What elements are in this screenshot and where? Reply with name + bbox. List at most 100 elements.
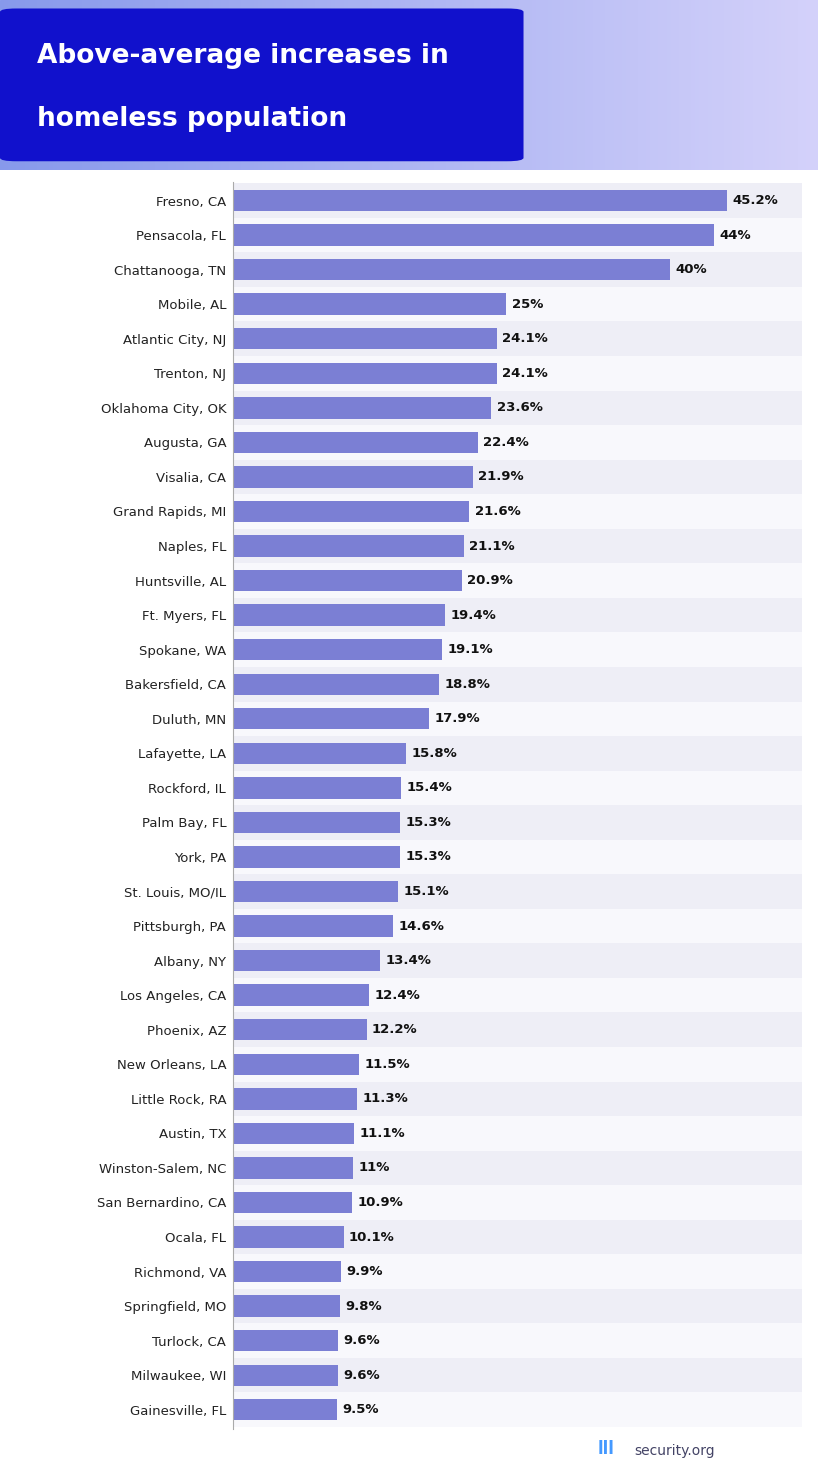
Bar: [225, 0, 229, 170]
Bar: [564, 0, 569, 170]
Bar: [20, 0, 25, 170]
Bar: [785, 0, 789, 170]
Bar: [552, 0, 556, 170]
Bar: [499, 0, 503, 170]
Bar: [98, 0, 102, 170]
Text: 24.1%: 24.1%: [502, 368, 548, 379]
Text: 9.8%: 9.8%: [346, 1300, 382, 1312]
Bar: [732, 0, 736, 170]
Bar: [515, 0, 519, 170]
Bar: [712, 0, 716, 170]
Bar: [254, 0, 258, 170]
Bar: [106, 0, 110, 170]
Text: security.org: security.org: [634, 1445, 715, 1458]
Bar: [589, 0, 593, 170]
Bar: [233, 951, 380, 971]
Bar: [233, 431, 478, 453]
Text: 9.6%: 9.6%: [344, 1368, 380, 1382]
Bar: [233, 564, 802, 598]
Bar: [233, 1082, 802, 1116]
Bar: [233, 1330, 338, 1352]
Bar: [380, 0, 384, 170]
Bar: [397, 0, 401, 170]
Bar: [233, 1116, 802, 1151]
Bar: [233, 397, 491, 419]
Bar: [155, 0, 160, 170]
Bar: [667, 0, 671, 170]
Bar: [638, 0, 642, 170]
Bar: [266, 0, 270, 170]
Bar: [384, 0, 389, 170]
Bar: [491, 0, 495, 170]
Bar: [294, 0, 299, 170]
Bar: [421, 0, 425, 170]
Bar: [139, 0, 143, 170]
Bar: [663, 0, 667, 170]
Text: 9.6%: 9.6%: [344, 1334, 380, 1348]
Bar: [642, 0, 646, 170]
Bar: [192, 0, 196, 170]
Bar: [798, 0, 802, 170]
Bar: [233, 0, 237, 170]
Bar: [233, 1054, 359, 1075]
Text: 9.9%: 9.9%: [347, 1265, 384, 1278]
Bar: [524, 0, 528, 170]
Bar: [233, 909, 802, 943]
Bar: [233, 1088, 357, 1110]
Bar: [577, 0, 581, 170]
Text: 10.1%: 10.1%: [349, 1231, 395, 1243]
Bar: [466, 0, 470, 170]
Text: 15.4%: 15.4%: [407, 781, 452, 794]
Bar: [164, 0, 168, 170]
Bar: [806, 0, 810, 170]
Bar: [605, 0, 609, 170]
Bar: [233, 258, 671, 280]
Bar: [233, 778, 402, 799]
Bar: [233, 286, 802, 322]
Bar: [131, 0, 135, 170]
Bar: [123, 0, 127, 170]
Bar: [654, 0, 658, 170]
Bar: [233, 190, 727, 211]
Bar: [57, 0, 61, 170]
Bar: [49, 0, 53, 170]
Bar: [115, 0, 119, 170]
Text: 17.9%: 17.9%: [434, 713, 480, 725]
Bar: [299, 0, 303, 170]
Bar: [217, 0, 221, 170]
Bar: [270, 0, 274, 170]
Bar: [119, 0, 123, 170]
Bar: [233, 979, 802, 1013]
Bar: [233, 632, 802, 667]
Bar: [127, 0, 131, 170]
Bar: [442, 0, 446, 170]
Bar: [233, 1255, 802, 1289]
Bar: [233, 639, 442, 660]
Text: 40%: 40%: [676, 263, 708, 276]
Bar: [262, 0, 266, 170]
Bar: [233, 673, 438, 695]
Bar: [372, 0, 376, 170]
Bar: [233, 1392, 802, 1427]
Bar: [789, 0, 793, 170]
Bar: [8, 0, 12, 170]
Bar: [188, 0, 192, 170]
Bar: [458, 0, 462, 170]
Bar: [233, 846, 400, 868]
Bar: [233, 1358, 802, 1392]
Text: 19.4%: 19.4%: [451, 608, 497, 621]
Bar: [233, 667, 802, 701]
Bar: [699, 0, 703, 170]
Bar: [793, 0, 798, 170]
Text: 11.3%: 11.3%: [362, 1092, 408, 1106]
Bar: [536, 0, 540, 170]
Bar: [761, 0, 765, 170]
Bar: [303, 0, 307, 170]
Bar: [249, 0, 254, 170]
Text: 11.5%: 11.5%: [364, 1058, 410, 1070]
Bar: [233, 943, 802, 979]
Bar: [0, 0, 4, 170]
Bar: [548, 0, 552, 170]
Bar: [61, 0, 65, 170]
FancyBboxPatch shape: [0, 9, 524, 161]
